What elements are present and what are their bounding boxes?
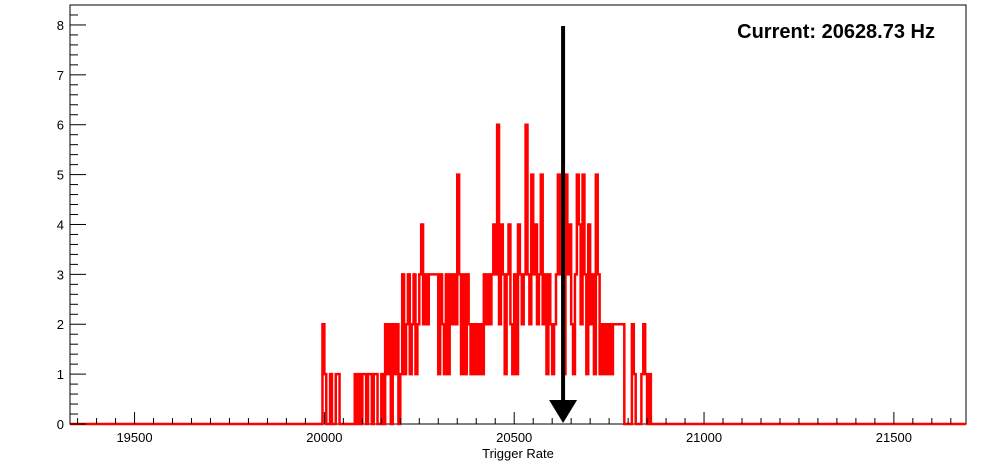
y-tick-label: 3 bbox=[57, 267, 64, 282]
x-tick-label: 20500 bbox=[496, 430, 532, 445]
y-tick-label: 5 bbox=[57, 168, 64, 183]
histogram-series-0 bbox=[70, 123, 966, 426]
current-marker-arrowhead bbox=[549, 400, 578, 423]
x-tick-label: 19500 bbox=[116, 430, 152, 445]
y-tick-label: 8 bbox=[57, 18, 64, 33]
y-tick-label: 6 bbox=[57, 118, 64, 133]
y-tick-label: 7 bbox=[57, 68, 64, 83]
x-tick-label: 20000 bbox=[306, 430, 342, 445]
x-axis: 19500 20000 20500 21000 21500 bbox=[77, 412, 952, 445]
x-tick-label: 21000 bbox=[686, 430, 722, 445]
marker-layer bbox=[549, 26, 578, 423]
x-tick-label: 21500 bbox=[876, 430, 912, 445]
y-tick-label: 1 bbox=[57, 367, 64, 382]
y-tick-label: 4 bbox=[57, 217, 64, 232]
y-tick-label: 2 bbox=[57, 317, 64, 332]
y-tick-label: 0 bbox=[57, 417, 64, 432]
x-axis-title: Trigger Rate bbox=[482, 446, 554, 461]
histogram-layer bbox=[70, 123, 966, 426]
y-axis: 0 1 2 3 4 5 6 7 8 bbox=[57, 4, 86, 432]
current-rate-annotation: Current: 20628.73 Hz bbox=[737, 21, 935, 43]
